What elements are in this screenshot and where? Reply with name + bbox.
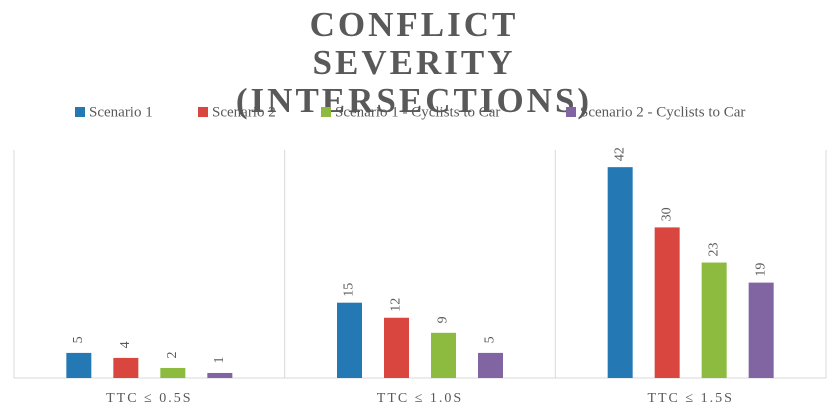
legend-swatch [321, 107, 331, 117]
bar [384, 317, 409, 378]
value-label: 5 [483, 336, 498, 343]
bar [701, 262, 727, 378]
legend-label: Scenario 1 - Cyclists to Car [335, 104, 500, 120]
bar [113, 357, 139, 378]
value-label: 5 [71, 336, 86, 343]
value-label: 30 [659, 207, 674, 221]
bar [654, 227, 680, 378]
legend-label: Scenario 2 [212, 104, 276, 120]
bar [337, 302, 362, 378]
legend-swatch [566, 107, 576, 117]
value-label: 15 [342, 283, 357, 297]
x-tick-label: TTC ≤ 1.5S [647, 391, 733, 406]
bar [748, 282, 774, 378]
bar [66, 352, 92, 378]
bar [478, 352, 503, 378]
bar [207, 372, 233, 378]
value-label: 2 [165, 351, 180, 358]
value-label: 19 [753, 263, 768, 277]
bar [607, 167, 633, 378]
legend-label: Scenario 1 [89, 104, 153, 120]
value-label: 4 [118, 341, 133, 348]
bar [160, 367, 186, 378]
value-label: 9 [436, 316, 451, 323]
legend-label: Scenario 2 - Cyclists to Car [580, 104, 745, 120]
x-tick-label: TTC ≤ 1.0S [377, 391, 463, 406]
legend-swatch [75, 107, 85, 117]
bar [431, 332, 456, 378]
value-label: 23 [706, 243, 721, 257]
chart-title: CONFLICT SEVERITY (INTERSECTIONS) [235, 5, 593, 120]
value-label: 1 [212, 356, 227, 363]
value-label: 42 [612, 147, 627, 161]
legend-swatch [198, 107, 208, 117]
x-tick-label: TTC ≤ 0.5S [106, 391, 192, 406]
value-label: 12 [389, 298, 404, 312]
